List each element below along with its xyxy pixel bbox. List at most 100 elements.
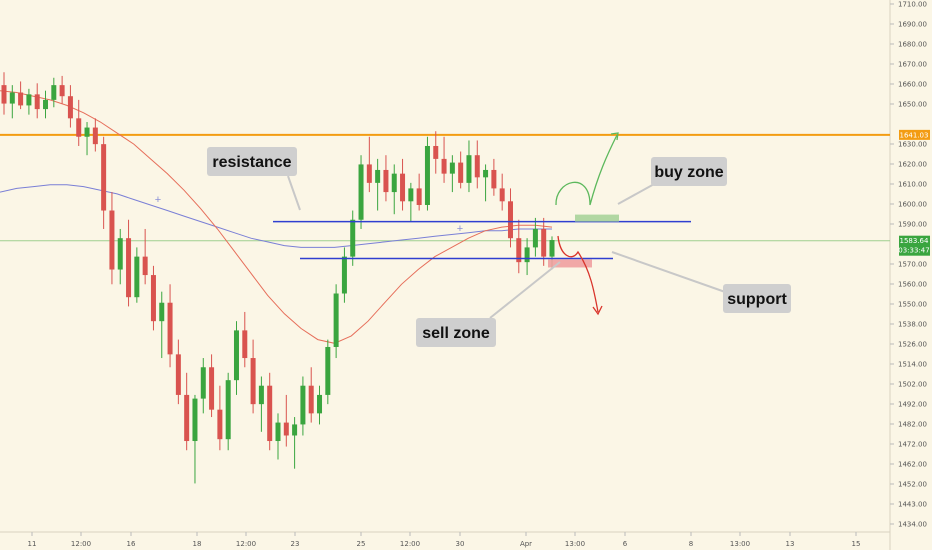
candle-body[interactable] [18, 92, 24, 106]
buy-projection-arrow [555, 134, 618, 206]
candle-body[interactable] [184, 394, 190, 442]
candle-body[interactable] [192, 398, 198, 442]
candle-body[interactable] [134, 256, 140, 298]
candle-body[interactable] [441, 158, 447, 174]
candle-body[interactable] [43, 99, 49, 110]
x-tick-label: 12:00 [236, 540, 256, 548]
candle-body[interactable] [458, 162, 464, 183]
support-label-text: support [727, 291, 787, 308]
candle-body[interactable] [67, 96, 73, 119]
y-tick-label: 1526.00 [898, 341, 927, 349]
candle-body[interactable] [491, 169, 497, 189]
candle-body[interactable] [233, 330, 239, 381]
moving-average-blue[interactable] [0, 184, 552, 248]
sell-zone-rect[interactable] [548, 259, 592, 268]
candle-body[interactable] [92, 127, 98, 145]
candle-body[interactable] [126, 238, 132, 298]
candle-body[interactable] [258, 385, 264, 405]
candle-body[interactable] [267, 385, 273, 442]
candle-body[interactable] [516, 238, 522, 263]
support-label[interactable]: support [723, 284, 791, 313]
candle-body[interactable] [26, 94, 32, 106]
candle-body[interactable] [416, 188, 422, 205]
candle-body[interactable] [524, 247, 530, 263]
candle-body[interactable] [350, 219, 356, 257]
x-tick-label: 6 [623, 540, 628, 548]
candle-body[interactable] [292, 424, 298, 436]
sell-zone-label[interactable]: sell zone [416, 318, 496, 347]
candle-body[interactable] [549, 240, 555, 257]
candle-body[interactable] [242, 330, 248, 359]
candle-body[interactable] [76, 118, 82, 137]
x-tick-label: 23 [291, 540, 300, 548]
candle-body[interactable] [391, 173, 397, 193]
candle-body[interactable] [308, 385, 314, 414]
y-tick-label: 1630.00 [898, 141, 927, 149]
buy-zone-label-text: buy zone [654, 164, 723, 181]
candle-body[interactable] [499, 188, 505, 202]
candle-body[interactable] [375, 169, 381, 183]
candle-body[interactable] [109, 210, 115, 270]
resistance-label[interactable]: resistance [207, 147, 297, 176]
candle-body[interactable] [275, 422, 281, 442]
candle-body[interactable] [424, 145, 430, 205]
buy-arrow-head [610, 132, 619, 141]
buy-zone-rect[interactable] [575, 214, 619, 222]
sell-zone-label-text: sell zone [422, 325, 490, 342]
candle-body[interactable] [408, 188, 414, 202]
candle-body[interactable] [433, 145, 439, 159]
candle-body[interactable] [167, 302, 173, 355]
x-tick-label: 13:00 [730, 540, 750, 548]
candles[interactable] [1, 72, 555, 484]
time-axis[interactable]: 11 12:00 16 18 12:00 23 25 12:00 30 Apr 13:00 6 8 13:… [28, 532, 861, 548]
candle-body[interactable] [358, 164, 364, 220]
y-tick-label: 1434.00 [898, 521, 927, 529]
candle-body[interactable] [532, 228, 538, 248]
y-tick-label: 1670.00 [898, 61, 927, 69]
candle-body[interactable] [1, 85, 7, 104]
candle-body[interactable] [225, 380, 231, 440]
candle-body[interactable] [34, 94, 40, 110]
candle-body[interactable] [142, 256, 148, 276]
candle-body[interactable] [209, 367, 215, 410]
candle-body[interactable] [541, 228, 547, 257]
candle-body[interactable] [483, 169, 489, 178]
candle-body[interactable] [466, 155, 472, 183]
candle-body[interactable] [325, 346, 331, 395]
price-axis[interactable]: 1710.00 1690.00 1680.00 1670.00 1660.00 1650.… [890, 1, 927, 529]
candle-body[interactable] [217, 409, 223, 440]
candle-body[interactable] [117, 238, 123, 270]
candle-body[interactable] [159, 302, 165, 322]
candle-body[interactable] [101, 144, 107, 211]
candle-body[interactable] [341, 256, 347, 294]
candle-body[interactable] [9, 92, 15, 104]
candle-body[interactable] [300, 385, 306, 425]
candle-body[interactable] [507, 201, 513, 239]
buy-zone-label[interactable]: buy zone [651, 157, 727, 186]
candle-body[interactable] [150, 275, 156, 322]
candle-body[interactable] [250, 358, 256, 405]
x-tick-label: 13:00 [565, 540, 585, 548]
y-tick-label: 1560.00 [898, 281, 927, 289]
candle-body[interactable] [449, 162, 455, 174]
candle-body[interactable] [317, 394, 323, 414]
candle-body[interactable] [84, 127, 90, 137]
candle-body[interactable] [283, 422, 289, 436]
horizontal-level-price-tag: 1641.03 [899, 129, 930, 140]
y-tick-label: 1590.00 [898, 221, 927, 229]
candle-body[interactable] [200, 367, 206, 399]
moving-average-red[interactable] [0, 90, 553, 344]
candle-body[interactable] [366, 164, 372, 183]
x-tick-label: 8 [689, 540, 693, 548]
candle-body[interactable] [400, 173, 406, 202]
candle-body[interactable] [474, 155, 480, 178]
current-price-tag: 1583.64 03:33:47 [898, 235, 930, 256]
candle-body[interactable] [51, 85, 57, 100]
candle-body[interactable] [175, 354, 181, 395]
candle-body[interactable] [383, 169, 389, 193]
candle-body[interactable] [333, 293, 339, 347]
candle-body[interactable] [59, 85, 65, 97]
ma-cross-markers: + + [155, 194, 463, 235]
support-pointer [611, 251, 729, 294]
